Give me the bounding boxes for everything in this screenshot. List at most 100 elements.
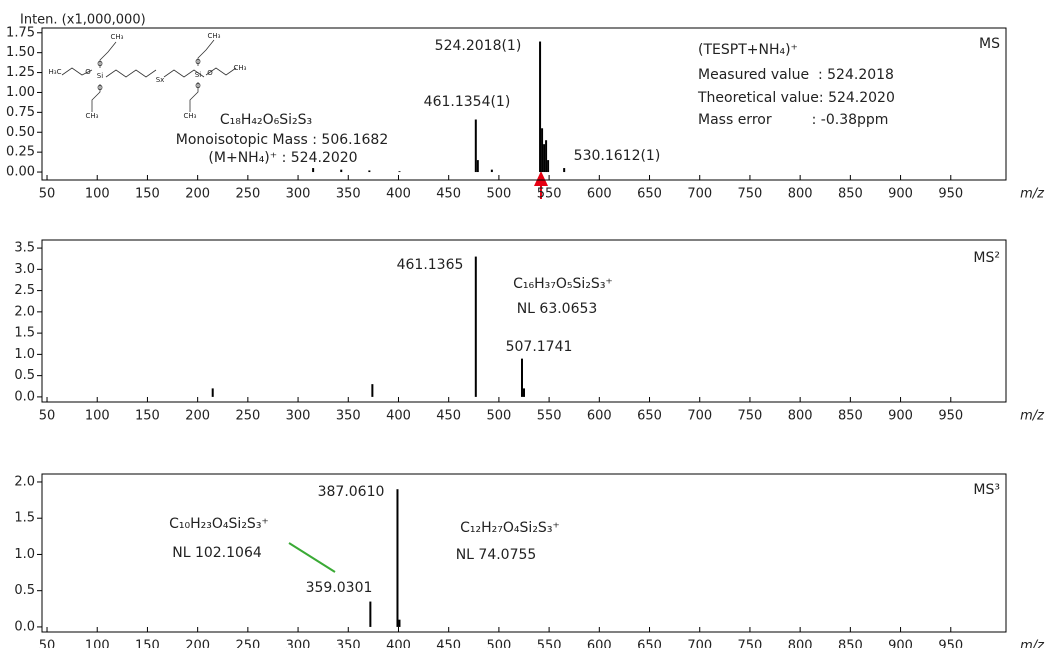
peak	[563, 168, 566, 173]
x-tick-label: 300	[286, 639, 311, 648]
x-tick-label: 450	[436, 409, 461, 424]
x-tick-label: 950	[938, 409, 963, 424]
annotation: Monoisotopic Mass : 506.1682	[176, 132, 388, 148]
bond	[61, 67, 93, 76]
structure-label: Si	[97, 72, 103, 80]
y-tick-label: 0.5	[14, 583, 35, 598]
peak	[312, 168, 315, 173]
x-tick-label: 800	[788, 639, 813, 648]
y-tick-label: 1.5	[14, 511, 35, 526]
x-tick-label: 500	[486, 187, 511, 202]
y-tick-label: 3.0	[14, 262, 35, 277]
x-tick-label: 550	[537, 187, 562, 202]
x-tick-label: 200	[185, 409, 210, 424]
x-tick-label: 450	[436, 639, 461, 648]
annotation: 461.1365	[397, 257, 464, 273]
x-tick-label: 350	[336, 187, 361, 202]
x-tick-label: 900	[888, 409, 913, 424]
x-tick-label: 50	[39, 187, 56, 202]
x-tick-label: 400	[386, 409, 411, 424]
structure-label: CH₃	[234, 64, 247, 72]
peak	[398, 171, 401, 173]
annotation: 524.2018(1)	[435, 38, 522, 54]
peak	[541, 128, 544, 173]
annotation: NL 74.0755	[456, 547, 537, 563]
peak	[474, 256, 477, 397]
plot-frame	[41, 27, 1007, 181]
bond	[91, 84, 101, 112]
x-tick-label: 950	[938, 639, 963, 648]
x-tick-label: 50	[39, 639, 56, 648]
y-tick-label: 0.00	[6, 165, 35, 180]
annotation: (TESPT+NH₄)⁺	[698, 42, 798, 58]
y-tick-label: 0.5	[14, 368, 35, 383]
x-tick-label: 250	[235, 639, 260, 648]
y-tick-label: 1.0	[14, 547, 35, 562]
x-tick-label: 350	[336, 639, 361, 648]
arrow-head	[534, 171, 548, 186]
x-tick-label: 100	[85, 187, 110, 202]
structure-label: O	[207, 69, 213, 77]
structure-label: O	[195, 82, 201, 90]
x-axis-label: m/z	[1020, 639, 1045, 648]
y-tick-label: 2.0	[14, 304, 35, 319]
y-tick-label: 1.5	[14, 326, 35, 341]
y-tick-label: 0.75	[6, 105, 35, 120]
peak	[396, 489, 399, 627]
y-tick-label: 0.0	[14, 389, 35, 404]
peak	[474, 119, 477, 173]
structure-label: O	[85, 68, 91, 76]
x-tick-label: 150	[135, 409, 160, 424]
peak	[490, 169, 493, 173]
x-tick-label: 850	[838, 187, 863, 202]
y-tick-label: 1.50	[6, 45, 35, 60]
peak	[520, 358, 523, 397]
structure-label: O	[97, 84, 103, 92]
peak	[398, 619, 401, 627]
x-tick-label: 500	[486, 409, 511, 424]
annotation: NL 63.0653	[517, 301, 598, 317]
bond	[189, 82, 199, 112]
x-tick-label: 700	[687, 409, 712, 424]
annotation: C₁₂H₂₇O₄Si₂S₃⁺	[460, 520, 560, 536]
annotation: MS	[979, 36, 1000, 52]
x-tick-label: 800	[788, 187, 813, 202]
y-tick-label: 1.75	[6, 25, 35, 40]
annotation: 530.1612(1)	[574, 148, 661, 164]
x-axis-label: m/z	[1020, 187, 1045, 202]
annotation: 387.0610	[318, 484, 385, 500]
structure-label: CH₃	[208, 32, 221, 40]
x-tick-label: 700	[687, 187, 712, 202]
annotation: MS³	[973, 482, 1000, 498]
structure-label: H₃C	[49, 68, 62, 76]
annotation: C₁₀H₂₃O₄Si₂S₃⁺	[169, 516, 269, 532]
annotation: C₁₈H₄₂O₆Si₂S₃	[220, 112, 312, 128]
x-tick-label: 600	[587, 409, 612, 424]
bond	[205, 67, 237, 76]
x-tick-label: 300	[286, 409, 311, 424]
annotation: C₁₆H₃₇O₅Si₂S₃⁺	[513, 276, 613, 292]
x-tick-label: 250	[235, 187, 260, 202]
y-tick-label: 0.25	[6, 145, 35, 160]
bond	[197, 39, 215, 66]
peak	[543, 144, 546, 173]
x-tick-label: 50	[39, 409, 56, 424]
x-tick-label: 900	[888, 639, 913, 648]
x-tick-label: 450	[436, 187, 461, 202]
y-tick-label: 1.25	[6, 65, 35, 80]
x-tick-label: 350	[336, 409, 361, 424]
x-tick-label: 650	[637, 409, 662, 424]
y-tick-label: 1.00	[6, 85, 35, 100]
x-axis-label: m/z	[1020, 409, 1045, 424]
x-tick-label: 300	[286, 187, 311, 202]
x-tick-label: 500	[486, 639, 511, 648]
x-tick-label: 600	[587, 639, 612, 648]
annotation: Theoretical value: 524.2020	[697, 90, 895, 106]
x-tick-label: 550	[537, 409, 562, 424]
structure-label: O	[195, 58, 201, 66]
x-tick-label: 100	[85, 409, 110, 424]
x-tick-label: 650	[637, 639, 662, 648]
structure-label: Si	[195, 71, 201, 79]
y-tick-label: 0.50	[6, 125, 35, 140]
structure-label: O	[97, 60, 103, 68]
